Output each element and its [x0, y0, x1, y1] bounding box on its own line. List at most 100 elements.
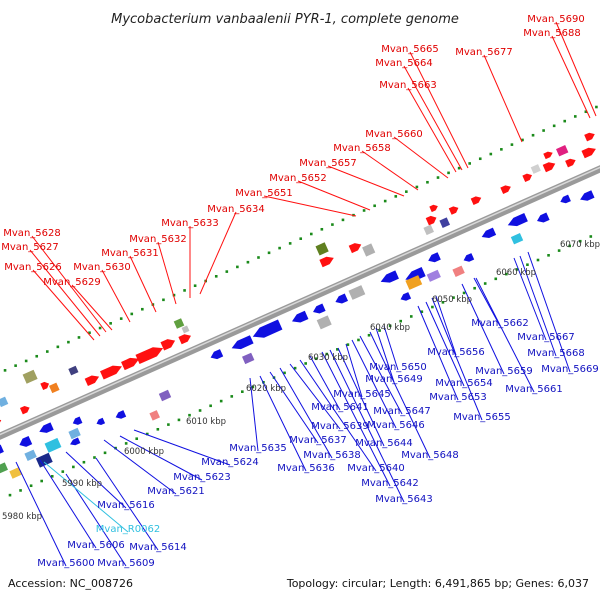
- tick-dot: [468, 162, 471, 165]
- forward-gene: [543, 151, 553, 160]
- gene-label-mvan_5614: Mvan_5614: [129, 542, 186, 553]
- tick-dot: [552, 124, 556, 128]
- tick-dot: [578, 239, 582, 243]
- gene-label-mvan_5637: Mvan_5637: [289, 435, 346, 446]
- tick-dot: [357, 338, 360, 342]
- tick-dot: [109, 322, 112, 325]
- tick-dot: [573, 115, 577, 118]
- reverse-gene: [115, 410, 127, 419]
- gene-label-mvan_5662: Mvan_5662: [471, 318, 528, 329]
- tick-dot: [103, 451, 107, 455]
- label-leader-lines: [15, 21, 597, 567]
- tick-dot: [521, 138, 524, 142]
- leader-line: [103, 439, 177, 495]
- gene-label-mvan_5690: Mvan_5690: [527, 14, 584, 25]
- tick-dot: [346, 343, 350, 346]
- leader-line: [359, 335, 403, 415]
- tick-dot: [405, 190, 408, 193]
- tick-dot: [542, 129, 545, 132]
- tick-dot: [236, 265, 239, 269]
- annotation-block: [68, 427, 81, 440]
- tick-dot: [193, 284, 197, 288]
- reverse-gene: [252, 319, 283, 338]
- forward-gene: [135, 347, 164, 365]
- gene-label-mvan_5659: Mvan_5659: [475, 366, 532, 377]
- reverse-gene: [481, 227, 497, 239]
- kbp-tick-label: 5980 kbp: [2, 512, 42, 522]
- leader-line: [71, 284, 113, 331]
- tick-dot: [494, 277, 498, 281]
- annotation-block: [181, 325, 190, 334]
- tick-dot: [293, 366, 297, 370]
- tick-dot: [394, 195, 398, 198]
- leader-line: [199, 211, 237, 295]
- leader-line: [375, 327, 395, 383]
- leader-line: [279, 367, 333, 459]
- topology-summary: Topology: circular; Length: 6,491,865 bp…: [286, 577, 589, 590]
- kbp-tick-label: 6000 kbp: [124, 447, 164, 457]
- gene-label-mvan_5645: Mvan_5645: [333, 389, 390, 400]
- tick-dot: [8, 493, 12, 497]
- tick-dot: [72, 465, 75, 469]
- kbp-tick-label: 6040 kbp: [370, 323, 410, 333]
- tick-dot: [500, 148, 503, 151]
- forward-gene: [425, 215, 437, 226]
- forward-gene: [121, 357, 140, 371]
- gene-label-mvan_5639: Mvan_5639: [311, 421, 368, 432]
- tick-dot: [82, 460, 86, 464]
- tick-dot: [331, 223, 334, 226]
- forward-gene: [470, 196, 482, 206]
- gene-label-mvan_5663: Mvan_5663: [379, 80, 436, 91]
- forward-gene: [584, 132, 595, 142]
- forward-gene: [522, 173, 533, 183]
- gene-label-mvan_5654: Mvan_5654: [435, 378, 492, 389]
- accession-text: Accession: NC_008726: [8, 577, 133, 590]
- tick-dot: [183, 289, 186, 292]
- leader-line: [473, 277, 501, 327]
- gene-label-mvan_5648: Mvan_5648: [401, 450, 458, 461]
- annotation-block: [22, 369, 38, 384]
- tick-dot: [568, 244, 571, 248]
- tick-dot: [246, 260, 250, 264]
- forward-gene: [565, 158, 576, 168]
- gene-label-mvan_5624: Mvan_5624: [201, 457, 258, 468]
- kbp-tick-labels: 5980 kbp 5990 kbp 6000 kbp 6010 kbp 6020 kbp…: [2, 240, 600, 522]
- tick-dot: [489, 152, 493, 156]
- tick-dot: [314, 357, 318, 361]
- gene-label-mvan_5638: Mvan_5638: [303, 450, 360, 461]
- gene-label-mvan_5621: Mvan_5621: [147, 486, 204, 497]
- forward-gene: [100, 365, 122, 380]
- tick-dot: [515, 268, 519, 271]
- tick-dot: [93, 456, 96, 459]
- forward-gene: [178, 334, 191, 345]
- gene-label-mvan_5629: Mvan_5629: [43, 277, 100, 288]
- tick-dot: [162, 298, 165, 302]
- gene-label-mvan_5636: Mvan_5636: [277, 463, 334, 474]
- kbp-tick-label: 6030 kbp: [308, 353, 348, 363]
- tick-dot: [505, 272, 508, 276]
- tick-dot: [177, 418, 181, 422]
- annotation-block: [44, 437, 62, 453]
- kbp-tick-label: 6070 kbp: [560, 240, 600, 250]
- tick-dot: [483, 282, 487, 285]
- reverse-gene: [96, 417, 106, 426]
- forward-gene: [19, 406, 30, 415]
- tick-dot: [510, 143, 514, 146]
- leader-line: [551, 35, 591, 119]
- tick-dot: [320, 227, 324, 231]
- kbp-tick-label: 6020 kbp: [246, 384, 286, 394]
- reverse-gene: [231, 335, 254, 350]
- forward-gene: [581, 147, 596, 159]
- tick-dots: [3, 105, 598, 497]
- tick-dot: [219, 399, 223, 403]
- gene-label-mvan_5640: Mvan_5640: [347, 463, 404, 474]
- forward-gene: [348, 243, 362, 254]
- tick-dot: [77, 336, 81, 339]
- tick-dot: [135, 437, 139, 441]
- leader-line: [15, 461, 67, 567]
- reverse-gene: [380, 270, 399, 283]
- tick-dot: [431, 305, 434, 309]
- gene-label-mvan_5643: Mvan_5643: [375, 494, 432, 505]
- tick-dot: [325, 352, 329, 356]
- leader-line: [133, 429, 231, 466]
